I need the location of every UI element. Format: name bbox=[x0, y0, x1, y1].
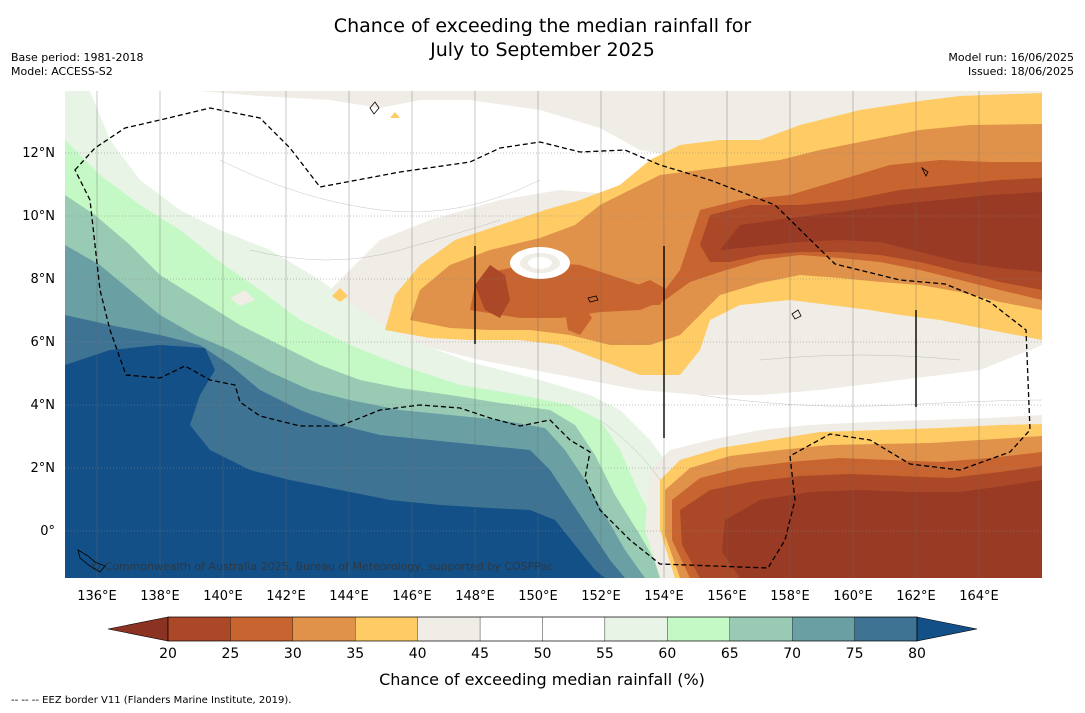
lon-label-140e: 140°E bbox=[203, 589, 243, 604]
colorbar-tick-35: 35 bbox=[346, 646, 364, 662]
lon-labels: 136°E 138°E 140°E 142°E 144°E 146°E 148°… bbox=[77, 589, 999, 604]
lon-label-150e: 150°E bbox=[518, 589, 558, 604]
lon-label-144e: 144°E bbox=[329, 589, 369, 604]
lat-label-10n: 10°N bbox=[22, 209, 55, 224]
colorbar-tick-30: 30 bbox=[284, 646, 302, 662]
region-p45-patch-e bbox=[230, 290, 255, 306]
colorbar-tick-60: 60 bbox=[658, 646, 676, 662]
colorbar-under-arrow bbox=[107, 616, 169, 642]
grid-lines bbox=[65, 152, 1042, 532]
border-segments bbox=[474, 246, 917, 438]
lon-label-138e: 138°E bbox=[140, 589, 180, 604]
colorbar-tick-70: 70 bbox=[783, 646, 801, 662]
colorbar-tick-45: 45 bbox=[471, 646, 489, 662]
colorbar-over-arrow bbox=[916, 616, 978, 642]
colorbar-cell-20 bbox=[167, 616, 231, 642]
lon-label-142e: 142°E bbox=[266, 589, 306, 604]
lon-label-162e: 162°E bbox=[896, 589, 936, 604]
eez-border bbox=[74, 107, 1031, 569]
lon-label-160e: 160°E bbox=[833, 589, 873, 604]
lon-label-154e: 154°E bbox=[644, 589, 684, 604]
model-name: Model: ACCESS-S2 bbox=[11, 65, 113, 78]
title-line-1: Chance of exceeding the median rainfall … bbox=[333, 15, 752, 37]
lat-label-12n: 12°N bbox=[22, 146, 55, 161]
issued-date: Issued: 18/06/2025 bbox=[967, 65, 1074, 78]
map-area: © Commonwealth of Australia 2025, Bureau… bbox=[65, 91, 1042, 578]
region-p40-patch-f bbox=[332, 288, 348, 302]
colorbar-tick-55: 55 bbox=[596, 646, 614, 662]
colorbar-cells bbox=[167, 616, 918, 642]
region-p40-patch-d bbox=[390, 112, 400, 118]
colorbar-label: Chance of exceeding median rainfall (%) bbox=[379, 670, 705, 689]
colorbar-cell-65 bbox=[729, 616, 793, 642]
copyright-notice: © Commonwealth of Australia 2025, Bureau… bbox=[90, 560, 553, 573]
colorbar-tick-20: 20 bbox=[159, 646, 177, 662]
lat-label-0: 0° bbox=[40, 524, 55, 539]
lon-label-148e: 148°E bbox=[455, 589, 495, 604]
colorbar-tick-25: 25 bbox=[222, 646, 240, 662]
title-line-2: July to September 2025 bbox=[430, 39, 655, 61]
colorbar-tick-65: 65 bbox=[721, 646, 739, 662]
lat-labels: 12°N 10°N 8°N 6°N 4°N 2°N 0° bbox=[22, 146, 55, 539]
colorbar-frame bbox=[167, 616, 918, 642]
meta-right: Model run: 16/06/2025 Issued: 18/06/2025 bbox=[948, 51, 1074, 79]
colorbar-ticks: 20 25 30 35 40 45 50 55 60 65 70 75 80 bbox=[159, 646, 926, 662]
colorbar-tick-40: 40 bbox=[409, 646, 427, 662]
lon-label-146e: 146°E bbox=[392, 589, 432, 604]
meta-left: Base period: 1981-2018 Model: ACCESS-S2 bbox=[11, 51, 143, 79]
colorbar-tick-50: 50 bbox=[534, 646, 552, 662]
colorbar: 20 25 30 35 40 45 50 55 60 65 70 75 80 Chance of exc… bbox=[107, 616, 978, 689]
islands bbox=[77, 101, 929, 573]
colorbar-cell-30 bbox=[292, 616, 356, 642]
colorbar-cell-75 bbox=[854, 616, 918, 642]
lon-label-156e: 156°E bbox=[707, 589, 747, 604]
contour-lines bbox=[219, 159, 1042, 481]
region-p30-patch-b bbox=[565, 300, 592, 335]
lat-label-2n: 2°N bbox=[31, 461, 56, 476]
region-white-hole-inner bbox=[528, 257, 552, 269]
colorbar-cell-45 bbox=[479, 616, 543, 642]
lon-label-152e: 152°E bbox=[581, 589, 621, 604]
region-p20-north bbox=[720, 192, 1042, 272]
model-run: Model run: 16/06/2025 bbox=[948, 51, 1074, 64]
lat-label-6n: 6°N bbox=[31, 335, 56, 350]
lon-label-136e: 136°E bbox=[77, 589, 117, 604]
colorbar-cell-25 bbox=[230, 616, 293, 642]
colorbar-cell-40 bbox=[417, 616, 481, 642]
colorbar-cell-55 bbox=[604, 616, 668, 642]
lat-label-4n: 4°N bbox=[31, 398, 56, 413]
region-p30-patch-c bbox=[625, 280, 668, 305]
region-p25-patch-a bbox=[475, 265, 510, 318]
colorbar-tick-75: 75 bbox=[846, 646, 864, 662]
region-p80-west bbox=[65, 345, 605, 578]
lon-label-164e: 164°E bbox=[959, 589, 999, 604]
colorbar-cell-35 bbox=[355, 616, 418, 642]
lon-label-158e: 158°E bbox=[770, 589, 810, 604]
region-p20-south bbox=[722, 480, 1042, 578]
eez-legend-note: -- -- -- EEZ border V11 (Flanders Marine… bbox=[11, 695, 292, 706]
colorbar-cell-70 bbox=[792, 616, 855, 642]
chart-title: Chance of exceeding the median rainfall … bbox=[0, 14, 1085, 62]
colorbar-cell-50 bbox=[542, 616, 606, 642]
lat-label-8n: 8°N bbox=[31, 272, 56, 287]
colorbar-cell-60 bbox=[667, 616, 730, 642]
base-period: Base period: 1981-2018 bbox=[11, 51, 144, 64]
colorbar-tick-80: 80 bbox=[908, 646, 926, 662]
